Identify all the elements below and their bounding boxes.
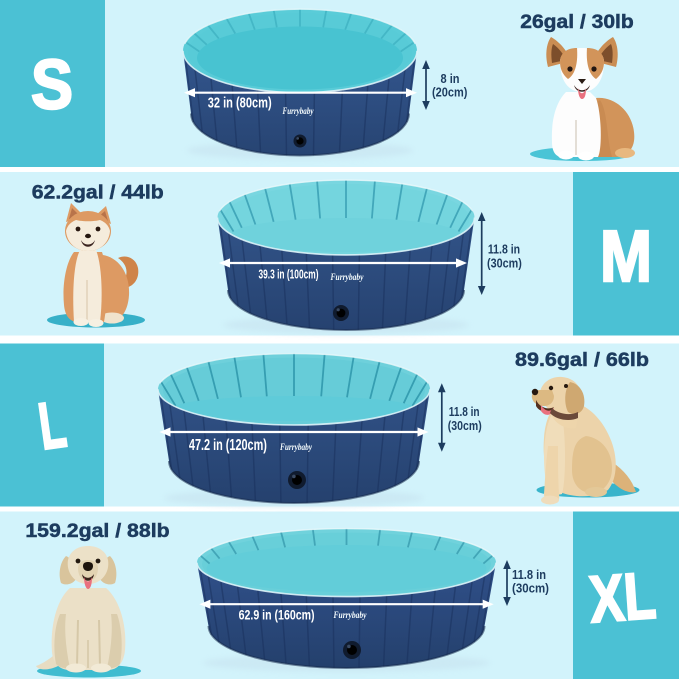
svg-text:(30cm): (30cm) (512, 581, 549, 595)
svg-text:Furrybaby: Furrybaby (282, 106, 315, 116)
svg-text:M: M (600, 217, 652, 297)
svg-text:Furrybaby: Furrybaby (330, 272, 365, 282)
svg-text:39.3 in (100cm): 39.3 in (100cm) (259, 267, 319, 282)
svg-text:159.2gal / 88lb: 159.2gal / 88lb (25, 520, 169, 542)
svg-text:11.8 in: 11.8 in (449, 405, 480, 419)
svg-text:(20cm): (20cm) (432, 85, 467, 100)
svg-text:Furrybaby: Furrybaby (279, 442, 313, 452)
svg-text:11.8 in: 11.8 in (512, 568, 546, 582)
svg-text:62.2gal / 44lb: 62.2gal / 44lb (32, 182, 164, 204)
svg-text:89.6gal / 66lb: 89.6gal / 66lb (515, 349, 649, 371)
svg-text:47.2 in (120cm): 47.2 in (120cm) (189, 437, 267, 454)
svg-text:(30cm): (30cm) (448, 419, 482, 433)
svg-text:26gal / 30lb: 26gal / 30lb (520, 11, 634, 33)
svg-text:62.9 in (160cm): 62.9 in (160cm) (239, 608, 315, 623)
svg-text:Furrybaby: Furrybaby (333, 610, 368, 620)
svg-text:32 in (80cm): 32 in (80cm) (208, 94, 272, 111)
svg-text:S: S (31, 46, 73, 124)
svg-text:11.8 in: 11.8 in (488, 242, 520, 256)
svg-text:(30cm): (30cm) (487, 257, 522, 271)
svg-text:XL: XL (587, 558, 658, 636)
svg-text:8 in: 8 in (441, 71, 460, 86)
